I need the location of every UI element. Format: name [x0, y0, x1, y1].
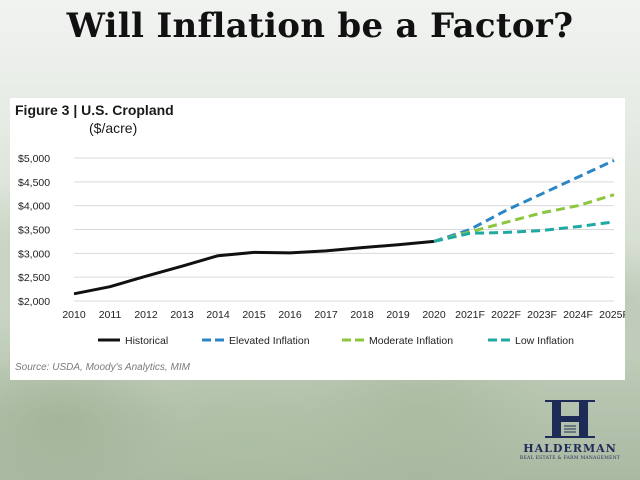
series-line-low-inflation — [433, 220, 615, 243]
x-tick-label: 2016 — [278, 309, 302, 321]
y-tick-label: $3,000 — [18, 248, 50, 260]
x-tick-label: 2011 — [99, 309, 122, 321]
y-tick-label: $2,500 — [18, 272, 50, 284]
y-tick-label: $4,000 — [18, 201, 50, 213]
x-tick-label: 2012 — [134, 309, 158, 321]
y-tick-label: $3,500 — [18, 225, 50, 237]
x-tick-label: 2022F — [491, 309, 521, 321]
y-tick-label: $4,500 — [18, 177, 50, 189]
chart-panel: Figure 3 | U.S. Cropland ($/acre) $2,000… — [10, 98, 625, 380]
x-tick-label: 2014 — [206, 309, 230, 321]
series-line-historical — [73, 239, 435, 296]
x-tick-label: 2010 — [62, 309, 86, 321]
x-tick-label: 2018 — [350, 309, 374, 321]
y-tick-label: $2,000 — [18, 296, 50, 308]
line-chart: $2,000 $2,500 $3,000 $3,500 $4,000 $4,500 $5,0… — [18, 153, 625, 347]
x-tick-label: 2019 — [386, 309, 410, 321]
y-tick-label: $5,000 — [18, 153, 50, 165]
logo-wordmark: HALDERMAN — [523, 442, 617, 455]
source-note: Source: USDA, Moody's Analytics, MIM — [15, 362, 190, 373]
x-tick-label: 2021F — [455, 309, 485, 321]
x-tick-label: 2013 — [170, 309, 194, 321]
legend-label: Low Inflation — [515, 335, 574, 347]
x-tick-label: 2017 — [314, 309, 338, 321]
x-tick-label: 2025F — [599, 309, 625, 321]
halderman-logo: HALDERMAN REAL ESTATE & FARM MANAGEMENT — [500, 398, 640, 468]
series-line-elevated-inflation — [433, 159, 615, 243]
x-tick-label: 2020 — [422, 309, 446, 321]
x-tick-label: 2023F — [527, 309, 557, 321]
legend-label: Moderate Inflation — [369, 335, 453, 347]
figure-unit: ($/acre) — [89, 120, 138, 136]
logo-tagline: REAL ESTATE & FARM MANAGEMENT — [519, 456, 621, 461]
figure-title: Figure 3 | U.S. Cropland — [15, 102, 174, 118]
legend-label: Elevated Inflation — [229, 335, 310, 347]
x-tick-label: 2024F — [563, 309, 593, 321]
logo-emblem-icon — [545, 400, 595, 438]
x-tick-label: 2015 — [242, 309, 266, 321]
slide-title: Will Inflation be a Factor? — [66, 6, 574, 46]
legend-label: Historical — [125, 335, 168, 347]
